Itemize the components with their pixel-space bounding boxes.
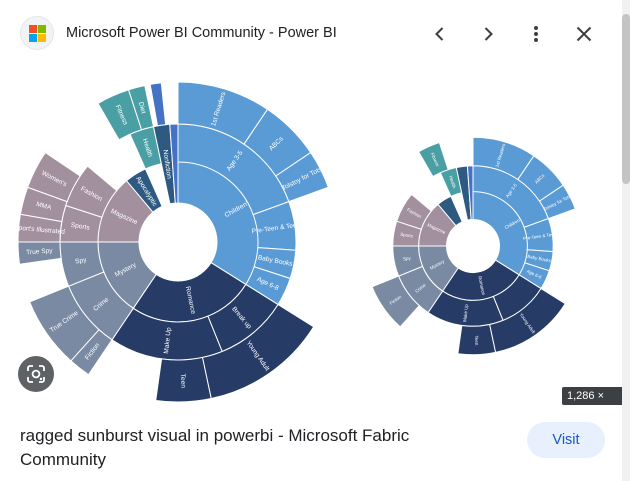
scrollbar-track[interactable] [622, 0, 630, 481]
small-segment-teen [457, 323, 497, 356]
small-segment-fitness [417, 141, 449, 178]
small-label-teen: Teen [474, 336, 479, 346]
large-label-make-up: Make Up [163, 327, 173, 354]
small-label-age-6-8: Age 6-8 [526, 269, 543, 280]
small-segment-fiction [371, 275, 421, 328]
close-button[interactable] [568, 18, 600, 50]
small-label-spy: Spy [403, 255, 412, 262]
preview-image[interactable]: Children's Books Age 3-5 1st Readers ABCs To… [0, 70, 622, 410]
large-segment [149, 82, 167, 127]
small-label-pre-teen: Pre-Teen & Teen [523, 231, 557, 241]
small-label-crime: Crime [414, 282, 427, 294]
large-label-sports: Sports [70, 222, 91, 232]
chevron-left-icon [435, 27, 444, 41]
large-label-teen: Teen [179, 374, 187, 389]
next-button[interactable] [472, 18, 504, 50]
google-lens-button[interactable] [18, 356, 54, 392]
small-label-romance: Romance [477, 276, 486, 296]
small-segment-fashion [396, 193, 433, 230]
large-segment-womens [27, 151, 81, 203]
small-segment-young-adult [489, 287, 566, 354]
large-segment-true-crime [28, 285, 100, 362]
logo-blue-square [29, 34, 37, 42]
microsoft-logo-icon[interactable] [20, 16, 54, 50]
small-label-sports: Sports [400, 232, 414, 239]
preview-header: Microsoft Power BI Community - Power BI [0, 0, 630, 68]
large-segment-young-adult [201, 303, 315, 400]
large-label-sports-illustrated: Sport's Illustrated [14, 224, 65, 235]
image-dimensions-badge: 1,286 × 722 [562, 387, 630, 420]
logo-green-square [38, 25, 46, 33]
large-label-spy: Spy [75, 256, 88, 265]
visit-button[interactable]: Visit [527, 422, 605, 458]
more-vert-icon [534, 26, 538, 42]
small-label-fiction: Fiction [389, 294, 403, 306]
site-name[interactable]: Microsoft Power BI Community - Power BI [66, 25, 337, 41]
logo-yellow-square [38, 34, 46, 42]
scrollbar-thumb[interactable] [622, 14, 630, 184]
more-options-button[interactable] [520, 18, 552, 50]
logo-red-square [29, 25, 37, 33]
google-lens-icon [27, 365, 45, 383]
large-segment [169, 123, 179, 204]
small-segment [437, 195, 463, 227]
small-label-make-up: Make Up [462, 303, 469, 322]
close-icon [576, 26, 592, 42]
large-segment-apocalyptic [125, 168, 163, 213]
large-label-mma: MMA [35, 201, 52, 212]
small-label-health: Health [448, 175, 457, 189]
large-label-diet: Diet [137, 101, 147, 114]
chevron-right-icon [484, 27, 493, 41]
small-segment [466, 165, 474, 221]
large-label-nonfiction: Nonfiction [161, 149, 172, 179]
large-label-true-spy: True Spy [26, 247, 54, 256]
large-segment-fiction [70, 328, 113, 376]
result-title[interactable]: ragged sunburst visual in powerbi - Micr… [20, 426, 410, 469]
small-label-fitness: Fitness [430, 152, 441, 168]
previous-button[interactable] [424, 18, 456, 50]
large-segment-teen [155, 356, 212, 403]
small-label-baby-books: Baby Books [527, 254, 552, 264]
